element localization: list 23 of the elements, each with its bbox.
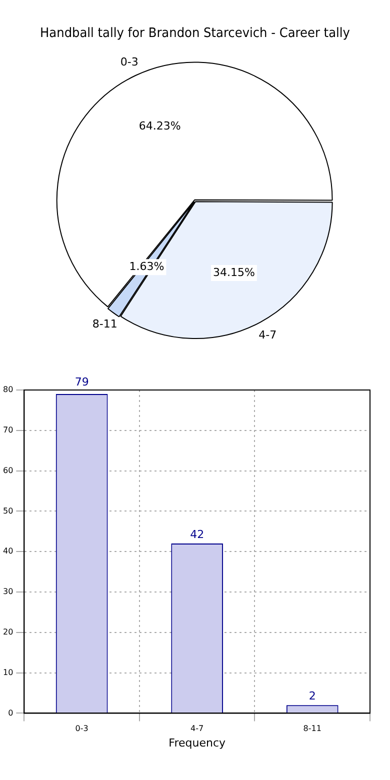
x-tick-label: 8-11 [303,724,322,734]
y-tick-label: 80 [2,385,14,394]
y-tick-label: 20 [2,627,14,636]
y-tick-label: 30 [2,587,14,596]
data-label: 42 [190,528,204,541]
slice-label: 4-7 [258,328,277,342]
x-tick-label: 0-3 [75,724,88,734]
slice-label: 0-3 [120,55,138,68]
x-tick-label: 4-7 [190,724,204,734]
y-tick-label: 50 [2,506,14,516]
data-label: 2 [308,689,316,702]
x-axis-title: Frequency [168,736,226,750]
y-tick-label: 60 [2,466,14,475]
data-label: 34.15% [212,266,255,279]
chart-title: Handball tally for Brandon Starcevich - Career tally [40,24,350,40]
data-label: 79 [74,375,89,388]
data-label: 1.63% [129,260,164,273]
y-tick-label: 0 [8,708,14,718]
y-tick-label: 10 [2,668,14,677]
data-label: 64.23% [138,120,181,133]
y-tick-label: 40 [2,546,14,556]
y-tick-label: 70 [2,425,14,434]
slice-label: 8-11 [92,317,118,330]
